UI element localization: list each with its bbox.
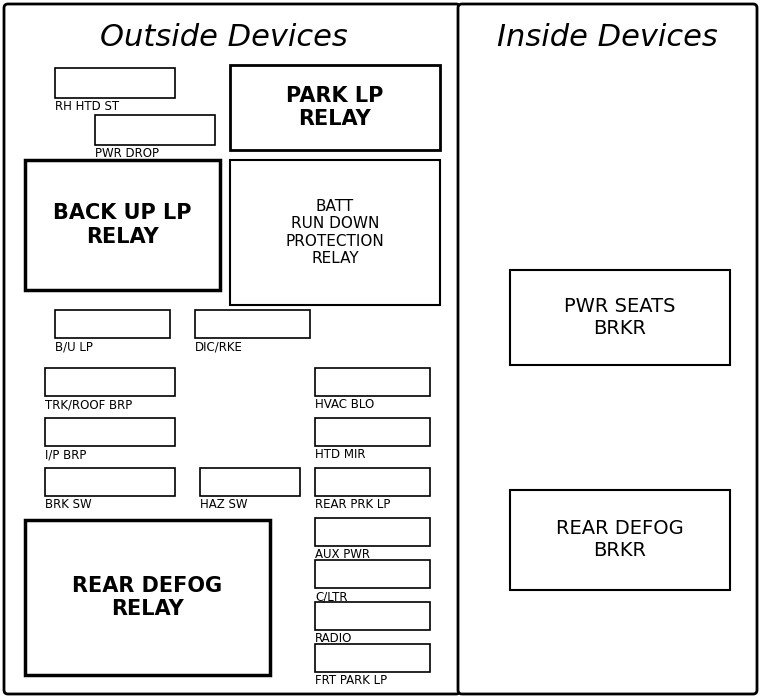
- Bar: [55, 68, 175, 98]
- Text: AUX PWR: AUX PWR: [315, 548, 370, 561]
- Text: REAR DEFOG
RELAY: REAR DEFOG RELAY: [72, 576, 222, 619]
- Bar: [315, 518, 430, 546]
- Bar: [315, 418, 430, 446]
- Bar: [315, 602, 430, 630]
- Text: PWR SEATS
BRKR: PWR SEATS BRKR: [564, 297, 676, 338]
- Text: Inside Devices: Inside Devices: [497, 24, 718, 52]
- Text: HTD MIR: HTD MIR: [315, 448, 365, 461]
- Bar: [195, 310, 310, 338]
- Bar: [200, 468, 300, 496]
- Text: REAR PRK LP: REAR PRK LP: [315, 498, 390, 511]
- Text: I/P BRP: I/P BRP: [45, 448, 87, 461]
- Bar: [25, 520, 270, 675]
- Bar: [510, 490, 730, 590]
- Bar: [45, 418, 175, 446]
- Bar: [25, 160, 220, 290]
- Text: RADIO: RADIO: [315, 632, 352, 645]
- Text: DIC/RKE: DIC/RKE: [195, 340, 243, 353]
- Bar: [230, 160, 440, 305]
- Text: Outside Devices: Outside Devices: [100, 24, 348, 52]
- Text: PWR DROP: PWR DROP: [95, 147, 159, 160]
- Bar: [315, 368, 430, 396]
- Text: PARK LP
RELAY: PARK LP RELAY: [286, 86, 384, 129]
- Text: BRK SW: BRK SW: [45, 498, 91, 511]
- Bar: [95, 115, 215, 145]
- Text: C/LTR: C/LTR: [315, 590, 348, 603]
- Text: REAR DEFOG
BRKR: REAR DEFOG BRKR: [556, 519, 684, 560]
- Text: BACK UP LP
RELAY: BACK UP LP RELAY: [53, 203, 192, 246]
- Bar: [45, 368, 175, 396]
- Text: FRT PARK LP: FRT PARK LP: [315, 674, 387, 687]
- Bar: [315, 468, 430, 496]
- Text: TRK/ROOF BRP: TRK/ROOF BRP: [45, 398, 132, 411]
- Bar: [45, 468, 175, 496]
- Bar: [315, 560, 430, 588]
- Text: HAZ SW: HAZ SW: [200, 498, 247, 511]
- Text: HVAC BLO: HVAC BLO: [315, 398, 374, 411]
- FancyBboxPatch shape: [4, 4, 460, 694]
- Bar: [510, 270, 730, 365]
- Bar: [315, 644, 430, 672]
- Bar: [55, 310, 170, 338]
- Text: B/U LP: B/U LP: [55, 340, 93, 353]
- Text: BATT
RUN DOWN
PROTECTION
RELAY: BATT RUN DOWN PROTECTION RELAY: [285, 199, 384, 266]
- FancyBboxPatch shape: [458, 4, 757, 694]
- Bar: [230, 65, 440, 150]
- Text: RH HTD ST: RH HTD ST: [55, 100, 119, 113]
